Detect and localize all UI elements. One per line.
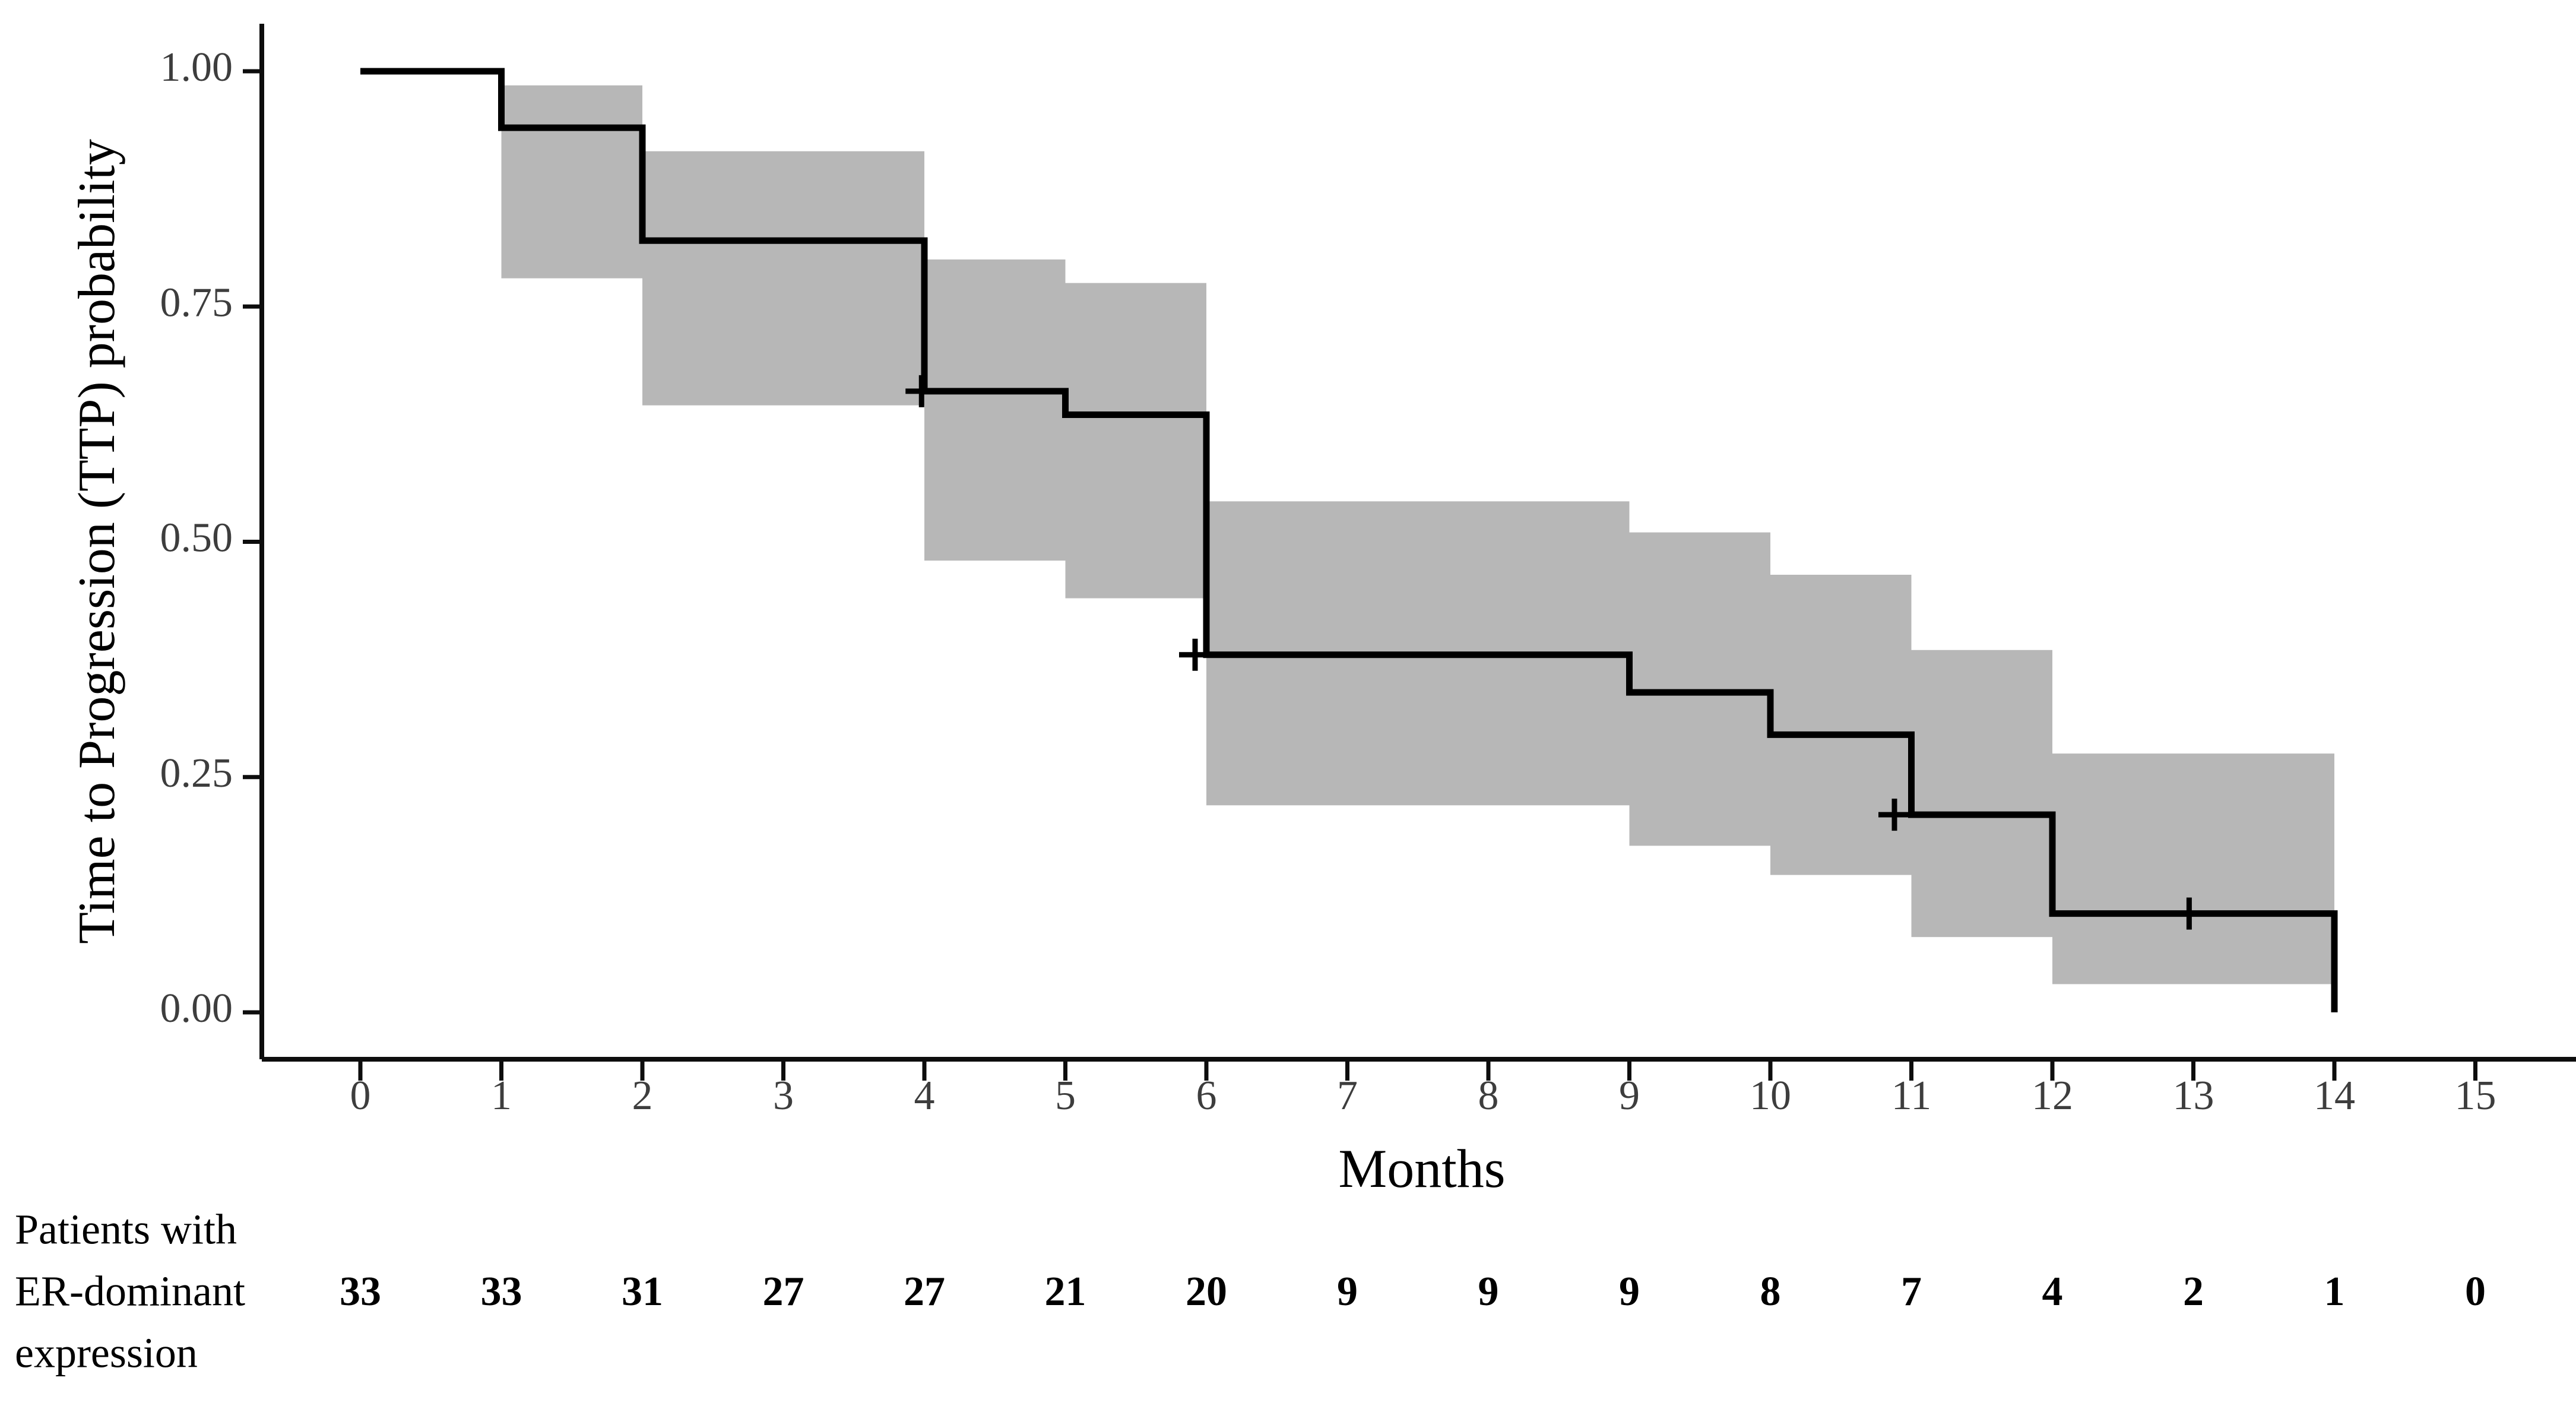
risk-count-month-10: 8 (1760, 1269, 1781, 1315)
risk-table-counts: 33 33 31 27 27 21 20 9 9 9 8 7 4 2 1 0 (340, 1269, 2486, 1315)
confidence-band (501, 85, 2334, 984)
axis-tick-labels: 0.000.250.500.751.000 1 2 3 4 5 6 7 8 9 10 11 12 13 14… (160, 45, 2496, 1119)
risk-count-month-15: 0 (2465, 1269, 2486, 1315)
risk-table-label-line2: ER-dominant (15, 1268, 245, 1315)
y-tick-label-0.50: 0.50 (160, 515, 233, 561)
y-tick-label-0.75: 0.75 (160, 280, 233, 325)
risk-table-label-line1: Patients with (15, 1206, 237, 1253)
risk-count-month-5: 21 (1045, 1269, 1086, 1315)
risk-count-month-0: 33 (340, 1269, 381, 1315)
x-tick-label-10: 10 (1750, 1073, 1791, 1119)
x-tick-label-0: 0 (350, 1073, 371, 1119)
censor-mark-1 (1179, 638, 1211, 671)
censor-mark-3 (2173, 897, 2206, 930)
risk-table: Patients with ER-dominant expression 33 3… (15, 1206, 2486, 1377)
ci-band-segment-3 (1065, 283, 1206, 598)
x-tick-label-12: 12 (2032, 1073, 2073, 1119)
ci-band-segment-8 (2052, 753, 2334, 984)
x-tick-label-6: 6 (1196, 1073, 1217, 1119)
axis-ticks (243, 69, 2477, 1081)
x-tick-label-5: 5 (1055, 1073, 1076, 1119)
ci-band-segment-1 (642, 151, 924, 406)
y-tick-label-0.00: 0.00 (160, 986, 233, 1031)
x-axis-title: Months (1338, 1138, 1505, 1199)
censor-mark-2 (1878, 799, 1910, 831)
risk-count-month-14: 1 (2324, 1269, 2345, 1315)
ci-band-segment-6 (1770, 574, 1912, 875)
x-tick-label-3: 3 (773, 1073, 794, 1119)
x-tick-label-4: 4 (914, 1073, 935, 1119)
ci-band-segment-7 (1911, 650, 2052, 938)
ci-band-segment-5 (1629, 532, 1770, 846)
x-tick-label-9: 9 (1619, 1073, 1640, 1119)
risk-count-month-1: 33 (481, 1269, 522, 1315)
censor-mark-0 (905, 375, 938, 407)
risk-count-month-4: 27 (904, 1269, 945, 1315)
x-tick-label-7: 7 (1337, 1073, 1358, 1119)
x-tick-label-15: 15 (2455, 1073, 2496, 1119)
ci-band-segment-2 (924, 259, 1066, 561)
risk-count-month-12: 4 (2042, 1269, 2063, 1315)
x-tick-label-11: 11 (1891, 1073, 1931, 1119)
risk-count-month-7: 9 (1337, 1269, 1358, 1315)
y-tick-label-0.25: 0.25 (160, 750, 233, 796)
censor-marks (905, 375, 2206, 930)
risk-table-label-line3: expression (15, 1329, 198, 1377)
x-tick-label-13: 13 (2173, 1073, 2214, 1119)
x-tick-label-8: 8 (1478, 1073, 1499, 1119)
y-axis-title: Time to Progression (TTP) probability (68, 139, 126, 944)
risk-count-month-13: 2 (2183, 1269, 2204, 1315)
risk-count-month-3: 27 (763, 1269, 804, 1315)
y-tick-label-1.00: 1.00 (160, 45, 233, 90)
ci-band-segment-0 (501, 85, 642, 278)
risk-count-month-8: 9 (1478, 1269, 1499, 1315)
x-tick-label-1: 1 (491, 1073, 512, 1119)
x-tick-label-14: 14 (2314, 1073, 2355, 1119)
risk-count-month-2: 31 (622, 1269, 663, 1315)
risk-count-month-9: 9 (1619, 1269, 1640, 1315)
x-tick-label-2: 2 (632, 1073, 653, 1119)
risk-count-month-11: 7 (1901, 1269, 1922, 1315)
risk-count-month-6: 20 (1186, 1269, 1227, 1315)
